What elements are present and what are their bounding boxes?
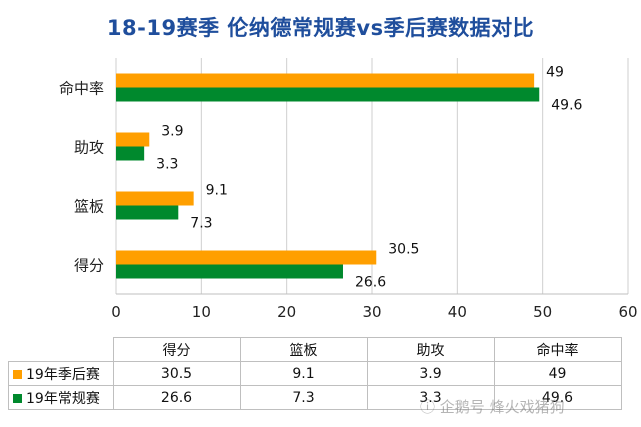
watermark-text: 企鹅号 烽火戏猪狗 [439,398,565,416]
category-label: 得分 [74,257,104,275]
data-label: 9.1 [206,183,228,199]
data-label: 49 [546,65,564,81]
data-label: 30.5 [388,242,419,258]
chart-title: 18-19赛季 伦纳德常规赛vs季后赛数据对比 [106,16,535,40]
x-tick-label: 60 [618,303,637,321]
table-cell: 30.5 [112,361,241,386]
legend-swatch [13,394,22,403]
table-header: 助攻 [366,337,495,362]
x-tick-label: 50 [533,303,552,321]
penguin-icon: ⓘ [420,398,436,416]
table-header: 篮板 [239,337,368,362]
table-cell: 7.3 [239,385,368,410]
table-header: 命中率 [493,337,622,362]
category-label: 助攻 [74,139,104,157]
series-label: 19年季后赛 [26,366,100,383]
x-tick-label: 20 [277,303,296,321]
data-label: 3.3 [156,157,178,173]
category-label: 篮板 [74,198,104,216]
table-row: 19年常规赛 26.6 7.3 3.3 49.6 [8,385,622,410]
data-label: 3.9 [161,124,183,140]
table-header-row: 得分 篮板 助攻 命中率 [9,337,622,362]
table-cell: 9.1 [239,361,368,386]
category-label: 命中率 [59,80,104,98]
x-tick-label: 0 [111,303,121,321]
data-table: 得分 篮板 助攻 命中率 19年季后赛 30.5 9.1 3.9 49 19年常… [8,337,622,410]
series-label-cell: 19年季后赛 [8,361,114,386]
x-tick-label: 10 [192,303,211,321]
series-label-cell: 19年常规赛 [8,385,114,410]
bar [116,250,377,265]
bar [116,146,145,161]
bar [116,205,179,220]
table-header: 得分 [112,337,241,362]
bar [116,73,535,88]
x-tick-label: 40 [448,303,467,321]
data-label: 26.6 [355,275,386,291]
table-cell: 49 [493,361,622,386]
data-label: 49.6 [551,98,582,114]
table-cell: 3.3 [366,385,495,410]
bar [116,264,343,279]
table-cell: 3.9 [366,361,495,386]
table-cell: 26.6 [112,385,241,410]
bar [116,191,194,206]
x-tick-label: 30 [362,303,381,321]
table-corner [9,338,114,362]
watermark: ⓘ 企鹅号 烽火戏猪狗 [420,396,565,417]
series-label: 19年常规赛 [26,390,100,407]
bar [116,132,150,147]
data-label: 7.3 [190,216,212,232]
legend-swatch [13,370,22,379]
table-row: 19年季后赛 30.5 9.1 3.9 49 [8,361,622,386]
bar [116,87,540,102]
table-cell: 49.6 [493,385,622,410]
